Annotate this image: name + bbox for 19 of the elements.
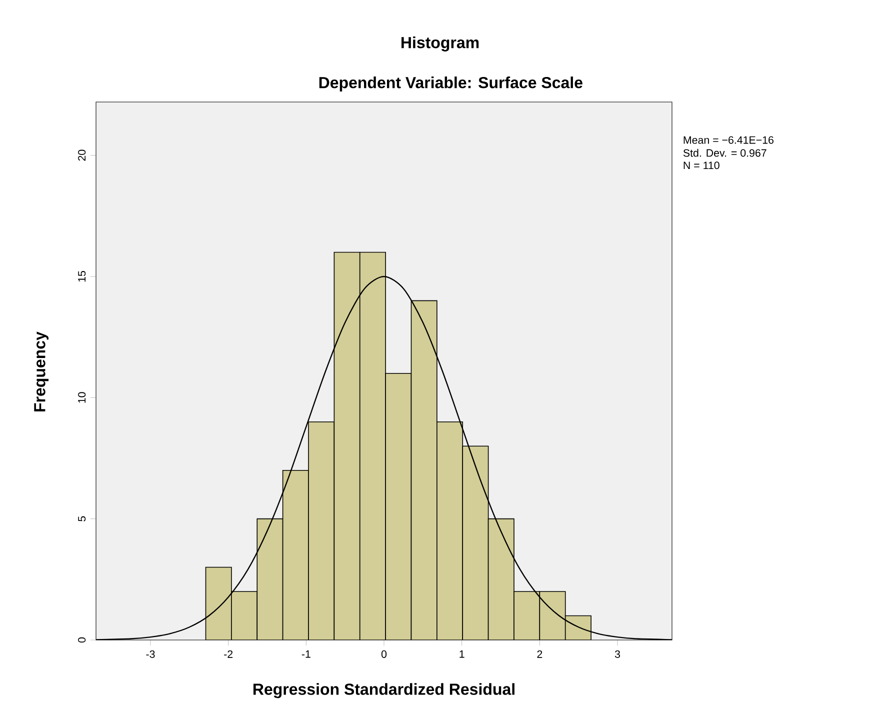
chart-title: Histogram (402, 36, 479, 52)
x-tick-label: -3 (146, 650, 155, 658)
chart-subtitle: Dependent Variable: Surface Scale (319, 76, 582, 92)
x-tick-label: 0 (381, 650, 387, 658)
y-axis-title: Frequency (34, 332, 49, 412)
y-tick-label: 0 (78, 637, 86, 643)
y-tick-label: 15 (78, 270, 86, 282)
x-tick-label: 2 (537, 650, 542, 658)
x-tick-label: 1 (460, 650, 464, 658)
y-tick-label: 10 (78, 392, 86, 403)
y-tick-label: 5 (78, 516, 86, 522)
text: Mean = −6.41E−16 (684, 136, 774, 144)
y-tick-label: 20 (78, 150, 86, 161)
text: N = 110 (684, 162, 720, 170)
x-tick-label: 3 (614, 650, 620, 658)
x-tick-label: -1 (302, 650, 310, 658)
text: Std. Dev. = 0.967 (683, 148, 766, 157)
x-axis-title: Regression Standardized Residual (253, 683, 514, 698)
x-tick-label: -2 (224, 650, 233, 658)
